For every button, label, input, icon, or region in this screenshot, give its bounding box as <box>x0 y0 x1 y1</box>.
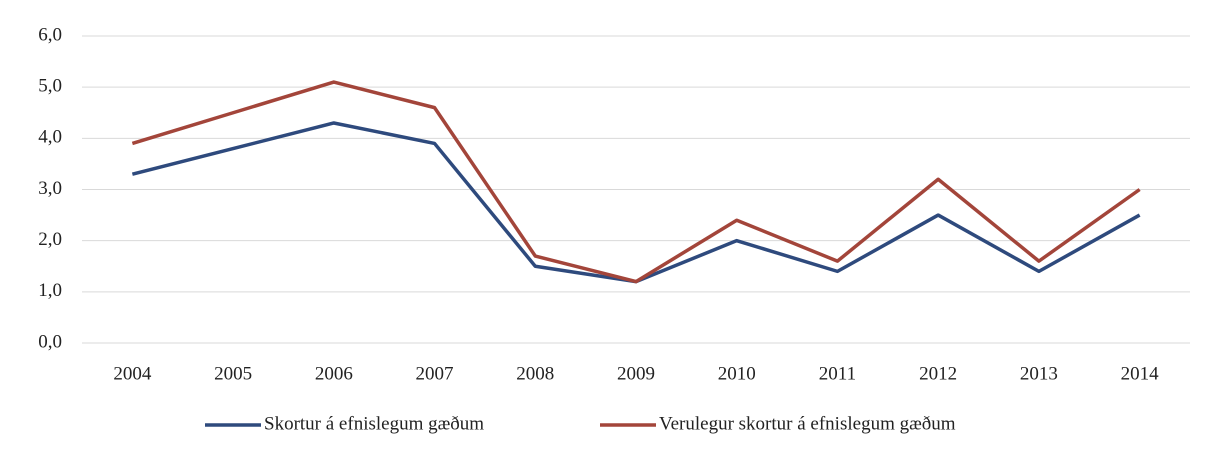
legend-label: Verulegur skortur á efnislegum gæðum <box>659 413 956 434</box>
x-tick-label: 2009 <box>617 363 655 384</box>
series-line <box>131 80 1141 284</box>
x-tick-label: 2006 <box>315 363 353 384</box>
y-tick-label: 5,0 <box>38 76 62 97</box>
x-tick-label: 2014 <box>1121 363 1160 384</box>
y-tick-label: 6,0 <box>38 24 62 45</box>
series-line <box>131 121 1141 284</box>
y-tick-label: 1,0 <box>38 280 62 301</box>
x-tick-label: 2010 <box>718 363 756 384</box>
x-tick-label: 2012 <box>919 363 957 384</box>
x-tick-label: 2008 <box>516 363 554 384</box>
legend-label: Skortur á efnislegum gæðum <box>264 413 484 434</box>
x-tick-label: 2011 <box>819 363 856 384</box>
y-tick-label: 3,0 <box>38 178 62 199</box>
x-tick-label: 2007 <box>416 363 454 384</box>
y-tick-label: 4,0 <box>38 127 62 148</box>
x-tick-label: 2005 <box>214 363 252 384</box>
x-tick-label: 2013 <box>1020 363 1058 384</box>
x-tick-label: 2004 <box>113 363 152 384</box>
y-tick-label: 0,0 <box>38 331 62 352</box>
y-tick-label: 2,0 <box>38 229 62 250</box>
